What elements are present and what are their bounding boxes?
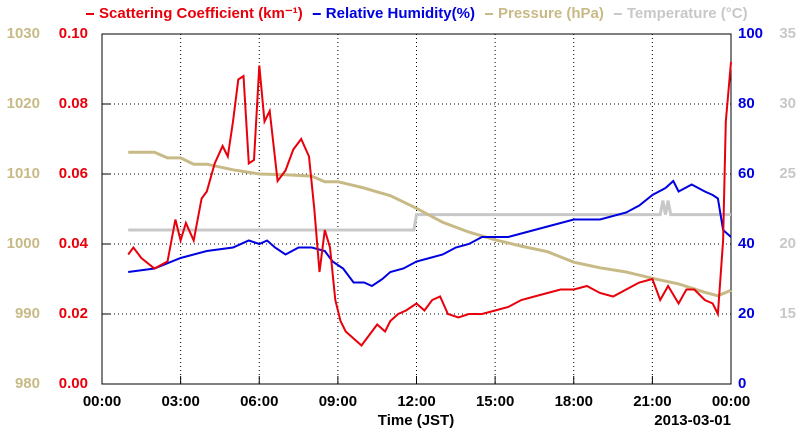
x-tick-label: 21:00 bbox=[633, 393, 671, 410]
x-tick-label: 03:00 bbox=[161, 393, 199, 410]
series-line bbox=[128, 150, 732, 298]
y2-tick-label: 80 bbox=[738, 95, 755, 112]
x-tick-label: 00:00 bbox=[83, 393, 121, 410]
legend-label: Pressure (hPa) bbox=[498, 5, 604, 22]
legend-label: Relative Humidity(%) bbox=[326, 5, 475, 22]
y4-tick-label: 35 bbox=[779, 25, 796, 42]
x-tick-label: 18:00 bbox=[555, 393, 593, 410]
x-tick-label: 12:00 bbox=[397, 393, 435, 410]
series-line bbox=[128, 179, 732, 288]
y-tick-label: 0.04 bbox=[59, 235, 89, 252]
legend-label: Temperature (°C) bbox=[627, 5, 748, 22]
series-line bbox=[128, 200, 731, 232]
y3-tick-label: 1020 bbox=[7, 95, 40, 112]
x-tick-label: 15:00 bbox=[476, 393, 514, 410]
y3-tick-label: 1030 bbox=[7, 25, 40, 42]
plot-frame bbox=[101, 33, 732, 385]
y-tick-label: 0.10 bbox=[59, 25, 88, 42]
x-tick-label: 00:00 bbox=[712, 393, 750, 410]
y4-tick-label: 15 bbox=[779, 305, 796, 322]
y3-tick-label: 990 bbox=[15, 305, 40, 322]
y2-tick-label: 40 bbox=[738, 235, 755, 252]
y3-tick-label: 1010 bbox=[7, 165, 40, 182]
y-tick-label: 0.00 bbox=[59, 375, 88, 392]
x-tick-label: 09:00 bbox=[319, 393, 357, 410]
y2-tick-label: 60 bbox=[738, 165, 755, 182]
y3-tick-label: 980 bbox=[15, 375, 40, 392]
y4-tick-label: 20 bbox=[779, 235, 796, 252]
x-tick-label: 06:00 bbox=[240, 393, 278, 410]
y4-tick-label: 30 bbox=[779, 95, 796, 112]
y4-tick-label: 25 bbox=[779, 165, 796, 182]
date-annotation: 2013-03-01 bbox=[654, 412, 731, 429]
y-tick-label: 0.08 bbox=[59, 95, 88, 112]
series-line bbox=[127, 61, 732, 347]
y2-tick-label: 20 bbox=[738, 305, 755, 322]
y2-tick-label: 100 bbox=[738, 25, 763, 42]
x-axis-label: Time (JST) bbox=[378, 412, 454, 429]
y-tick-label: 0.02 bbox=[59, 305, 88, 322]
y2-tick-label: 0 bbox=[738, 375, 746, 392]
legend-label: Scattering Coefficient (km⁻¹) bbox=[99, 5, 303, 22]
y-tick-label: 0.06 bbox=[59, 165, 88, 182]
y3-tick-label: 1000 bbox=[7, 235, 40, 252]
